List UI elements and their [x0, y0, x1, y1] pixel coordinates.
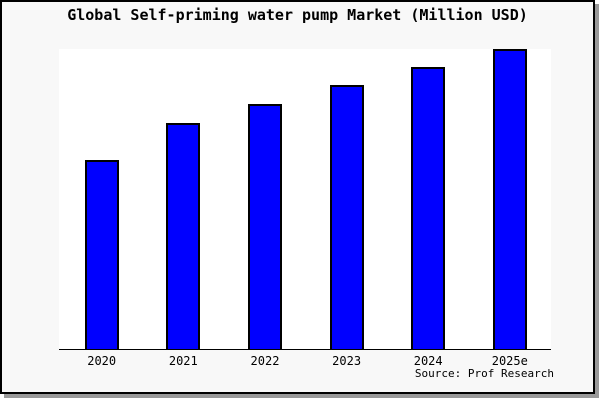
- chart-title: Global Self-priming water pump Market (M…: [67, 6, 528, 24]
- x-tick-2021: 2021: [168, 354, 198, 368]
- bar-2023: [329, 85, 364, 349]
- x-tick-2025e: 2025e: [491, 354, 528, 368]
- bar-2020: [84, 160, 119, 349]
- bar-2024: [411, 67, 446, 349]
- plot-area: [59, 49, 551, 350]
- bar-2022: [248, 104, 282, 349]
- bar-2025e: [492, 49, 527, 349]
- x-tick-2024: 2024: [413, 354, 443, 368]
- x-tick-2023: 2023: [332, 354, 362, 368]
- x-tick-2022: 2022: [250, 354, 280, 368]
- x-tick-2020: 2020: [87, 354, 117, 368]
- bar-2021: [166, 123, 201, 349]
- source-credit: Source: Prof Research: [414, 367, 554, 380]
